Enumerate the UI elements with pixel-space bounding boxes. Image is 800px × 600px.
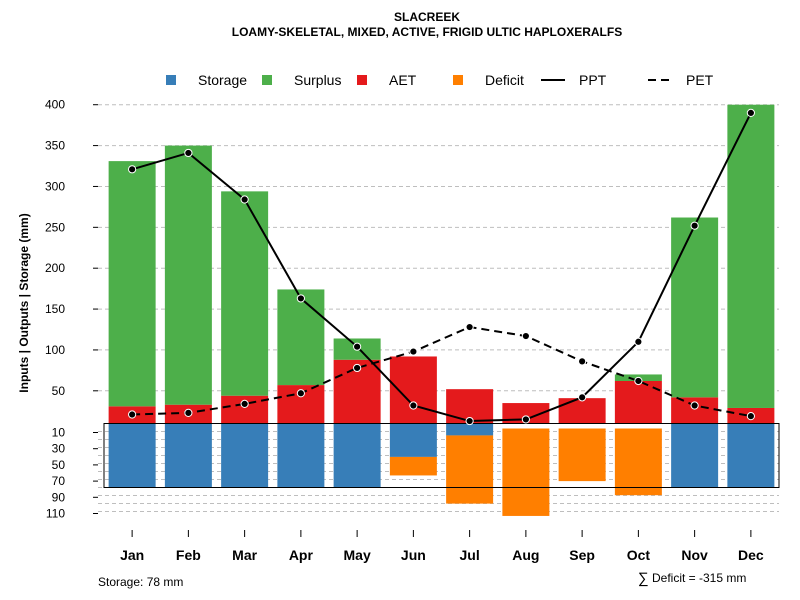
- pet-point-feb: [184, 408, 193, 417]
- x-tick-label-apr: Apr: [289, 547, 314, 563]
- x-tick-label-jun: Jun: [401, 547, 426, 563]
- footer-sum-symbol: ∑: [638, 570, 649, 587]
- pet-point-sep: [578, 357, 587, 366]
- x-tick-label-mar: Mar: [232, 547, 257, 563]
- y-tick-label-400: 400: [45, 98, 65, 112]
- bar-deficit-oct: [614, 428, 662, 496]
- x-axis: Jan Feb Mar Apr May Jun Jul Aug Sep Oct Nov Dec: [120, 530, 764, 563]
- bar-aet-sep: [558, 398, 606, 424]
- bar-storage-mar: [221, 423, 269, 488]
- legend-label-deficit: Deficit: [485, 72, 524, 88]
- y-tick-label-200: 200: [45, 261, 65, 275]
- ppt-point-dec: [746, 108, 755, 117]
- bar-storage-feb: [164, 423, 212, 488]
- series-lines: [128, 108, 755, 426]
- pet-point-mar: [240, 399, 249, 408]
- y-tick-label-lower-30: 30: [52, 442, 66, 456]
- bar-surplus-feb: [164, 145, 212, 405]
- pet-point-dec: [746, 412, 755, 421]
- ppt-point-jan: [128, 165, 137, 174]
- legend-label-aet: AET: [389, 72, 417, 88]
- pet-point-oct: [634, 376, 643, 386]
- x-tick-label-oct: Oct: [627, 547, 651, 563]
- x-tick-label-aug: Aug: [512, 547, 539, 563]
- legend-swatch-aet: [357, 75, 367, 85]
- chart-subtitle: LOAMY-SKELETAL, MIXED, ACTIVE, FRIGID UL…: [232, 25, 622, 39]
- x-tick-label-may: May: [344, 547, 371, 563]
- y-tick-label-150: 150: [45, 302, 65, 316]
- bar-surplus-apr: [277, 289, 325, 386]
- ppt-point-nov: [690, 221, 699, 230]
- pet-point-jan: [128, 410, 137, 419]
- x-tick-label-jan: Jan: [120, 547, 144, 563]
- y-tick-label-lower-50: 50: [52, 458, 66, 472]
- pet-line: [132, 326, 752, 418]
- x-tick-label-sep: Sep: [569, 547, 595, 563]
- y-axis-label: Inputs | Outputs | Storage (mm): [17, 213, 31, 392]
- legend-label-pet: PET: [686, 72, 714, 88]
- bar-aet-nov: [671, 397, 719, 424]
- legend-label-storage: Storage: [198, 72, 247, 88]
- y-tick-label-300: 300: [45, 179, 65, 193]
- pet-point-jul: [465, 322, 474, 332]
- ppt-point-may: [353, 342, 362, 351]
- bar-storage-dec: [727, 423, 775, 488]
- ppt-point-mar: [240, 195, 249, 204]
- ppt-point-feb: [184, 148, 193, 158]
- bar-deficit-jul: [446, 435, 494, 504]
- bar-surplus-nov: [671, 217, 719, 398]
- pet-point-nov: [690, 401, 699, 410]
- legend: Storage Surplus AET Deficit PPT PET: [166, 72, 714, 88]
- y-axis: 50 100 150 200 250 300 350 400 10 30 50 70 90 110: [45, 98, 98, 521]
- bar-deficit-aug: [502, 428, 550, 516]
- x-tick-label-jul: Jul: [460, 547, 480, 563]
- legend-swatch-surplus: [262, 75, 272, 85]
- pet-point-aug: [521, 331, 530, 341]
- y-tick-label-lower-110: 110: [46, 507, 65, 521]
- bar-surplus-mar: [221, 191, 269, 396]
- bar-storage-jun: [389, 423, 437, 457]
- y-tick-label-350: 350: [45, 139, 65, 153]
- footer-storage: Storage: 78 mm: [98, 575, 183, 589]
- pet-point-jun: [409, 347, 418, 356]
- ppt-point-aug: [521, 415, 530, 424]
- y-tick-label-lower-70: 70: [52, 474, 66, 488]
- y-tick-label-50: 50: [52, 384, 66, 398]
- x-tick-label-feb: Feb: [176, 547, 201, 563]
- bars: [103, 104, 780, 516]
- pet-point-apr: [296, 389, 305, 398]
- ppt-point-apr: [296, 294, 305, 303]
- footer-deficit: Deficit = -315 mm: [652, 571, 746, 585]
- bar-surplus-jan: [108, 161, 156, 407]
- legend-label-surplus: Surplus: [294, 72, 341, 88]
- bar-aet-jun: [389, 356, 437, 424]
- ppt-point-oct: [634, 337, 643, 346]
- legend-swatch-deficit: [453, 75, 463, 85]
- y-tick-label-lower-90: 90: [52, 490, 66, 504]
- y-tick-label-lower-10: 10: [52, 426, 66, 440]
- bar-storage-apr: [277, 423, 325, 488]
- bar-storage-jul: [446, 423, 494, 436]
- x-tick-label-dec: Dec: [738, 547, 764, 563]
- ppt-point-jul: [465, 416, 474, 426]
- ppt-point-sep: [578, 393, 587, 402]
- bar-storage-nov: [671, 423, 719, 488]
- bar-deficit-sep: [558, 428, 606, 482]
- bar-storage-jan: [108, 423, 156, 488]
- chart-title: SLACREEK: [394, 10, 460, 24]
- bar-surplus-dec: [727, 104, 775, 408]
- pet-point-may: [353, 363, 362, 373]
- x-tick-label-nov: Nov: [681, 547, 708, 563]
- legend-label-ppt: PPT: [579, 72, 607, 88]
- bar-storage-may: [333, 423, 381, 488]
- storage-capacity-box: [103, 423, 780, 488]
- ppt-point-jun: [409, 401, 418, 410]
- legend-swatch-storage: [166, 75, 176, 85]
- y-tick-label-100: 100: [45, 343, 65, 357]
- bar-aet-aug: [502, 403, 550, 424]
- bar-deficit-jun: [389, 456, 437, 476]
- y-tick-label-250: 250: [45, 220, 65, 234]
- ppt-line: [131, 112, 752, 423]
